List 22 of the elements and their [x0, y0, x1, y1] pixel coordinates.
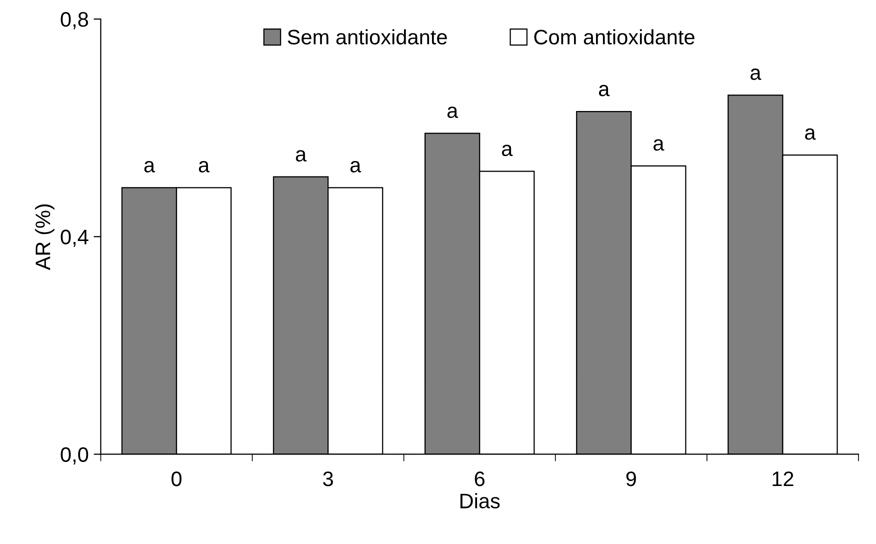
data-label: a: [502, 144, 513, 156]
data-label: a: [447, 106, 458, 118]
data-label: a: [805, 128, 816, 140]
legend-label: Com antioxidante: [534, 29, 694, 44]
data-label: a: [144, 161, 156, 172]
legend-label: Sem antioxidante: [288, 29, 447, 44]
data-label: a: [198, 161, 210, 172]
data-label: a: [296, 150, 307, 162]
data-label: a: [350, 161, 362, 172]
y-axis-title: AR (%): [35, 204, 54, 270]
x-tick-label: 3: [323, 471, 333, 486]
data-label: a: [750, 68, 762, 80]
y-tick-label: 0,8: [60, 12, 88, 30]
y-tick-label: 0,0: [60, 447, 88, 464]
y-tick-label: 0,4: [60, 230, 88, 247]
x-tick-label: 0: [172, 471, 182, 486]
x-tick-label: 6: [474, 471, 484, 486]
data-label: a: [598, 84, 610, 96]
x-tick-label: 12: [772, 471, 794, 486]
x-tick-label: 9: [626, 471, 636, 486]
x-axis-title: Dias: [460, 493, 500, 508]
data-label: a: [654, 139, 664, 151]
